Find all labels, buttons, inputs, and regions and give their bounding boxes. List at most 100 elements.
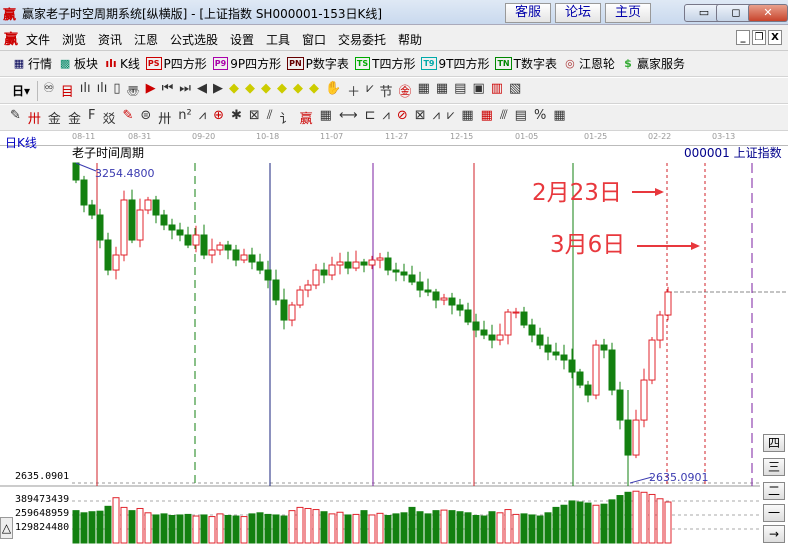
- forum-button[interactable]: 论坛: [555, 3, 601, 23]
- chart-tool-11-icon[interactable]: ▶: [212, 81, 223, 96]
- layout-1-button[interactable]: 一: [763, 504, 785, 522]
- drawing-tool-2-icon[interactable]: 卅: [27, 112, 41, 127]
- chart-tool-9-icon[interactable]: ⏭: [179, 81, 191, 96]
- drawing-tool-6-icon[interactable]: 㸚: [102, 112, 116, 127]
- chart-tool-24-icon[interactable]: ▦: [435, 81, 449, 96]
- chart-tool-15-icon[interactable]: ◆: [276, 81, 287, 96]
- toolbar-ts[interactable]: TS T四方形: [353, 53, 418, 75]
- chart-tool-1-icon[interactable]: ♾: [43, 81, 55, 96]
- drawing-tool-21-icon[interactable]: ⩘: [382, 108, 390, 123]
- drawing-tool-3-icon[interactable]: 金: [47, 112, 61, 127]
- drawing-tool-8-icon[interactable]: ⊜: [140, 108, 152, 123]
- menu-tools[interactable]: 工具: [266, 33, 291, 47]
- collapse-button[interactable]: △: [0, 517, 13, 539]
- drawing-tool-29-icon[interactable]: ▤: [514, 108, 527, 123]
- chart-tool-22-icon[interactable]: ㊎: [398, 85, 412, 100]
- drawing-tool-19-icon[interactable]: ⟷: [338, 108, 358, 123]
- toolbar-kline[interactable]: ılı K线: [102, 53, 142, 75]
- menu-file[interactable]: 文件: [26, 33, 51, 47]
- chart-tool-20-icon[interactable]: ⩗: [366, 81, 374, 96]
- chart-tool-13-icon[interactable]: ◆: [244, 81, 255, 96]
- drawing-tool-17-icon[interactable]: 赢: [299, 112, 313, 127]
- drawing-tool-25-icon[interactable]: ⩗: [446, 108, 455, 123]
- toolbar-pn[interactable]: PN P数字表: [285, 53, 351, 75]
- drawing-tool-24-icon[interactable]: ⩘: [432, 108, 440, 123]
- service-button[interactable]: 客服: [505, 3, 551, 23]
- drawing-tool-14-icon[interactable]: ⊠: [248, 108, 260, 123]
- menu-window[interactable]: 窗口: [302, 33, 327, 47]
- drawing-tool-31-icon[interactable]: ▦: [553, 108, 566, 123]
- drawing-tool-16-icon[interactable]: 讠: [279, 112, 293, 127]
- volume-bar: [104, 505, 112, 544]
- toolbar-p9[interactable]: P9 9P四方形: [211, 53, 283, 75]
- drawing-tool-15-icon[interactable]: ⫽: [266, 108, 273, 123]
- chart-tool-4-icon[interactable]: ılı: [96, 81, 108, 96]
- chart-tool-14-icon[interactable]: ◆: [260, 81, 271, 96]
- chart-tool-2-icon[interactable]: 目: [60, 85, 74, 100]
- date-tick: 08-11: [72, 132, 96, 141]
- drawing-tool-20-icon[interactable]: ⊏: [364, 108, 376, 123]
- chart-tool-6-icon[interactable]: 〠: [126, 85, 140, 100]
- drawing-tool-1-icon[interactable]: ✎: [10, 108, 21, 123]
- drawing-tool-23-icon[interactable]: ⊠: [414, 108, 426, 123]
- chart-tool-18-icon[interactable]: ✋: [324, 81, 342, 96]
- chart-tool-25-icon[interactable]: ▤: [454, 81, 467, 96]
- drawing-tool-28-icon[interactable]: ⫻: [499, 108, 508, 123]
- menu-trade[interactable]: 交易委托: [338, 33, 387, 47]
- drawing-tool-7-icon[interactable]: ✎: [122, 108, 134, 123]
- toolbar-tn[interactable]: TN T数字表: [493, 53, 559, 75]
- menu-browse[interactable]: 浏览: [62, 33, 87, 47]
- layout-3-button[interactable]: 三: [763, 458, 785, 476]
- toolbar-quote-table[interactable]: ▦ 行情: [10, 53, 54, 75]
- chart-tool-23-icon[interactable]: ▦: [417, 81, 430, 96]
- menu-gann[interactable]: 江恩: [134, 33, 159, 47]
- chart-tool-10-icon[interactable]: ◀: [196, 81, 207, 96]
- mdi-close-button[interactable]: X: [768, 30, 782, 45]
- drawing-tool-26-icon[interactable]: ▦: [461, 108, 474, 123]
- drawing-tool-4-icon[interactable]: 金: [67, 112, 81, 127]
- toolbar-sector[interactable]: ▩ 板块: [56, 53, 100, 75]
- chart-tool-17-icon[interactable]: ◆: [308, 81, 319, 96]
- layout-4-button[interactable]: 四: [763, 434, 785, 452]
- drawing-tool-18-icon[interactable]: ▦: [319, 108, 332, 123]
- drawing-tool-13-icon[interactable]: ✱: [230, 108, 242, 123]
- homepage-button[interactable]: 主页: [605, 3, 651, 23]
- chart-tool-7-icon[interactable]: ▶: [145, 81, 156, 96]
- drawing-tool-10-icon[interactable]: n²: [178, 108, 192, 123]
- chart-tool-12-icon[interactable]: ◆: [228, 81, 239, 96]
- drawing-tool-12-icon[interactable]: ⊕: [213, 108, 224, 123]
- period-dropdown[interactable]: 日 ▾: [12, 83, 31, 99]
- menu-help[interactable]: 帮助: [398, 33, 423, 47]
- chart-tool-3-icon[interactable]: ılı: [79, 81, 91, 96]
- drawing-tool-22-icon[interactable]: ⊘: [396, 108, 408, 123]
- chart-tool-8-icon[interactable]: ⏮: [161, 81, 174, 96]
- chart-tool-26-icon[interactable]: ▣: [472, 81, 485, 96]
- menu-formula[interactable]: 公式选股: [170, 33, 219, 47]
- drawing-tool-27-icon[interactable]: ▦: [480, 108, 493, 123]
- chart-tool-5-icon[interactable]: ▯: [113, 81, 121, 96]
- scroll-right-button[interactable]: →: [763, 525, 785, 543]
- chart-tool-28-icon[interactable]: ▧: [509, 81, 522, 96]
- layout-2-button[interactable]: 二: [763, 482, 785, 500]
- chart-tool-21-icon[interactable]: 节: [379, 85, 393, 100]
- volume-bar: [216, 513, 224, 544]
- chart-tool-27-icon[interactable]: ▥: [490, 81, 504, 96]
- mdi-restore-button[interactable]: ❐: [752, 30, 766, 45]
- main-toolbar: ▦ 行情 ▩ 板块 ılı K线 PS P四方形 P9 9P四方形 PN P数字表 TS T四方形 T9 9T…: [0, 51, 788, 77]
- toolbar-gann-wheel[interactable]: ◎ 江恩轮: [561, 53, 617, 75]
- drawing-tool-11-icon[interactable]: ⩘: [198, 108, 207, 123]
- toolbar-t9[interactable]: T9 9T四方形: [419, 53, 491, 75]
- drawing-tool-30-icon[interactable]: %: [533, 108, 547, 123]
- volume-bar: [184, 513, 192, 544]
- chart-tool-16-icon[interactable]: ◆: [292, 81, 303, 96]
- toolbar-ps[interactable]: PS P四方形: [144, 53, 209, 75]
- drawing-tool-9-icon[interactable]: 卅: [158, 112, 172, 127]
- mdi-minimize-button[interactable]: _: [736, 30, 750, 45]
- drawing-tool-5-icon[interactable]: F: [87, 108, 96, 123]
- volume-bar: [464, 512, 472, 544]
- menu-news[interactable]: 资讯: [98, 33, 123, 47]
- chart-tool-19-icon[interactable]: ＋: [347, 85, 361, 100]
- menu-settings[interactable]: 设置: [230, 33, 255, 47]
- toolbar-dollar[interactable]: $ 赢家服务: [619, 53, 687, 75]
